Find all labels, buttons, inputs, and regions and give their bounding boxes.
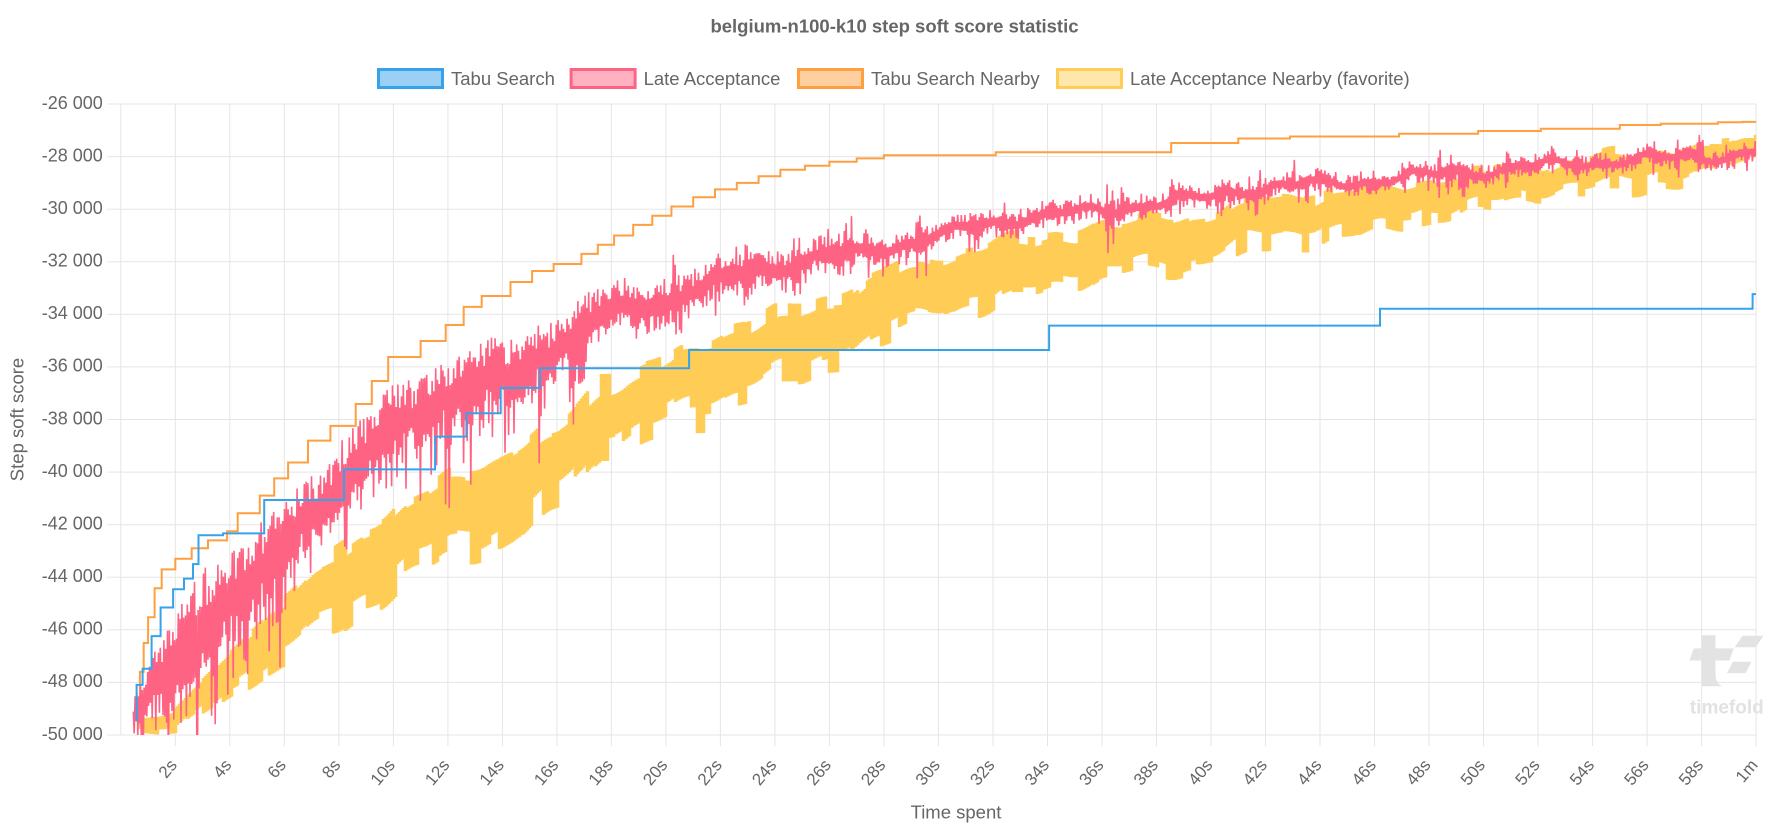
svg-text:Late Acceptance: Late Acceptance [644, 68, 781, 89]
svg-text:-46 000: -46 000 [42, 619, 103, 639]
svg-text:belgium-n100-k10 step soft sco: belgium-n100-k10 step soft score statist… [710, 16, 1078, 37]
svg-text:-34 000: -34 000 [42, 303, 103, 323]
svg-text:Time spent: Time spent [911, 802, 1002, 823]
svg-text:-28 000: -28 000 [42, 145, 103, 165]
svg-text:Tabu Search Nearby: Tabu Search Nearby [871, 68, 1040, 89]
svg-text:Step soft score: Step soft score [7, 358, 28, 481]
svg-text:Tabu Search: Tabu Search [451, 68, 555, 89]
svg-text:-50 000: -50 000 [42, 724, 103, 744]
svg-text:-38 000: -38 000 [42, 408, 103, 428]
svg-text:-26 000: -26 000 [42, 93, 103, 113]
svg-text:-40 000: -40 000 [42, 461, 103, 481]
svg-text:Late Acceptance Nearby (favori: Late Acceptance Nearby (favorite) [1130, 68, 1410, 89]
svg-text:-32 000: -32 000 [42, 251, 103, 271]
svg-text:-48 000: -48 000 [42, 671, 103, 691]
svg-text:timefold: timefold [1690, 698, 1764, 719]
svg-text:-30 000: -30 000 [42, 198, 103, 218]
svg-text:-36 000: -36 000 [42, 356, 103, 376]
svg-text:-42 000: -42 000 [42, 514, 103, 534]
svg-text:-44 000: -44 000 [42, 566, 103, 586]
